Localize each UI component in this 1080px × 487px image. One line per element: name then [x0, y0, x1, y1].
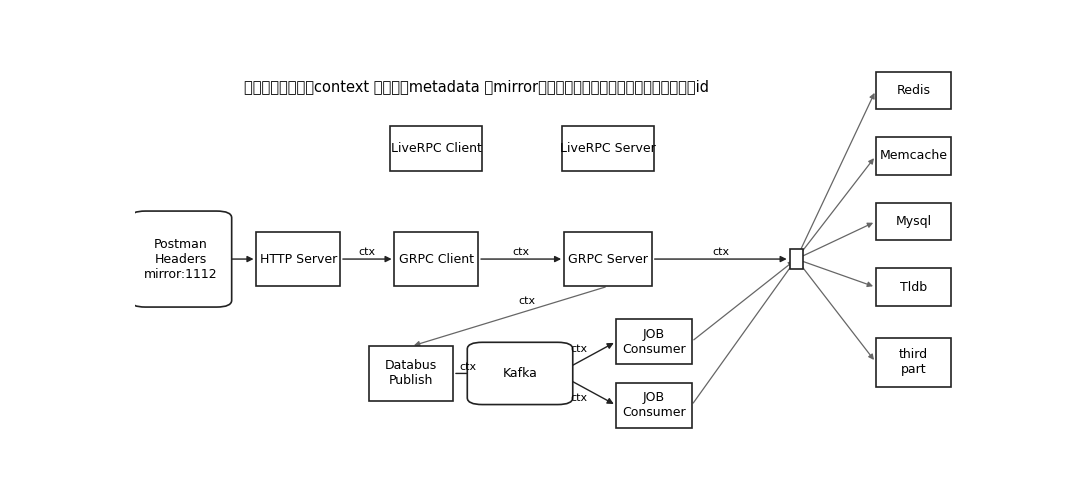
Text: Mysql: Mysql	[895, 215, 931, 228]
FancyBboxPatch shape	[256, 232, 340, 286]
FancyBboxPatch shape	[876, 268, 951, 306]
FancyBboxPatch shape	[394, 232, 478, 286]
FancyBboxPatch shape	[617, 383, 691, 428]
Text: Tldb: Tldb	[900, 281, 927, 294]
FancyBboxPatch shape	[131, 211, 232, 307]
Text: ctx: ctx	[570, 393, 588, 403]
Text: JOB
Consumer: JOB Consumer	[622, 328, 686, 356]
FancyBboxPatch shape	[876, 72, 951, 109]
Text: Redis: Redis	[896, 84, 930, 97]
Text: ctx: ctx	[518, 296, 535, 306]
FancyBboxPatch shape	[468, 342, 572, 405]
Text: 整个链路全程通过context 中包含的metadata 中mirror字段来传递是否是压测流量，以及配置的id: 整个链路全程通过context 中包含的metadata 中mirror字段来传…	[244, 79, 708, 94]
FancyBboxPatch shape	[390, 126, 483, 171]
Text: ctx: ctx	[513, 247, 529, 257]
FancyBboxPatch shape	[876, 137, 951, 175]
Text: LiveRPC Client: LiveRPC Client	[391, 142, 482, 155]
Text: Memcache: Memcache	[879, 150, 947, 163]
Text: LiveRPC Server: LiveRPC Server	[561, 142, 656, 155]
Text: GRPC Client: GRPC Client	[399, 253, 474, 265]
FancyBboxPatch shape	[789, 249, 802, 269]
Text: ctx: ctx	[712, 247, 729, 257]
FancyBboxPatch shape	[369, 346, 454, 401]
Text: Postman
Headers
mirror:1112: Postman Headers mirror:1112	[145, 238, 218, 281]
Text: ctx: ctx	[459, 362, 476, 372]
Text: third
part: third part	[899, 348, 928, 376]
FancyBboxPatch shape	[876, 338, 951, 387]
FancyBboxPatch shape	[876, 203, 951, 240]
Text: JOB
Consumer: JOB Consumer	[622, 392, 686, 419]
Text: HTTP Server: HTTP Server	[259, 253, 337, 265]
FancyBboxPatch shape	[617, 319, 691, 364]
Text: ctx: ctx	[359, 247, 376, 257]
Text: GRPC Server: GRPC Server	[568, 253, 648, 265]
FancyBboxPatch shape	[564, 232, 652, 286]
Text: Databus
Publish: Databus Publish	[386, 359, 437, 388]
FancyBboxPatch shape	[562, 126, 653, 171]
Text: Kafka: Kafka	[502, 367, 538, 380]
Text: ctx: ctx	[570, 344, 588, 354]
